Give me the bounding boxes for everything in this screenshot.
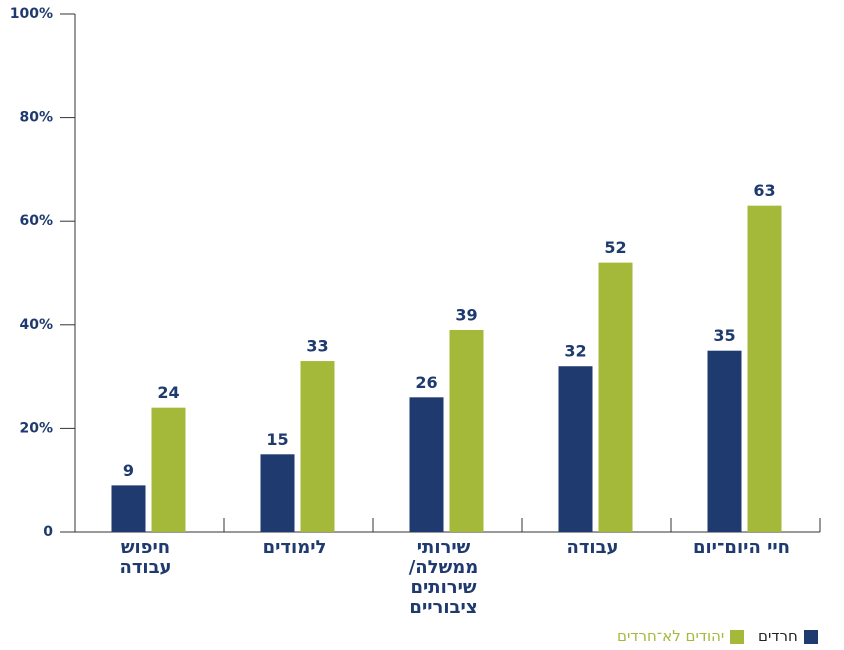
value-label: 52: [604, 238, 626, 257]
legend-swatch: [730, 630, 744, 644]
value-label: 32: [564, 342, 586, 361]
value-label: 33: [306, 337, 328, 356]
bar: [598, 262, 633, 532]
y-tick-label: 100%: [10, 6, 53, 22]
y-tick-label: 80%: [19, 110, 53, 126]
bar: [260, 454, 295, 532]
x-tick-label: חיי היום־יום: [692, 537, 791, 558]
value-label: 39: [455, 305, 477, 324]
y-tick-label: 60%: [19, 213, 53, 229]
x-tick-label: לימודים: [262, 537, 327, 558]
bar: [111, 485, 146, 532]
x-tick-label: שירותי ממשלה/ שירותים ציבוריים: [408, 537, 479, 618]
value-label: 15: [266, 430, 288, 449]
bar: [558, 366, 593, 532]
bar: [449, 329, 484, 532]
y-tick-label: 40%: [19, 317, 53, 333]
legend-label: יהודים לא־חרדים: [617, 627, 725, 645]
x-tick-label: חיפוש עבודה: [119, 537, 172, 578]
value-label: 9: [123, 461, 134, 480]
bar: [747, 205, 782, 532]
value-label: 24: [157, 383, 179, 402]
bar: [300, 361, 335, 532]
bar: [409, 397, 444, 532]
y-tick-label: 0: [43, 524, 53, 540]
y-tick-label: 20%: [19, 420, 53, 436]
legend-swatch: [804, 630, 818, 644]
bar: [707, 350, 742, 532]
value-label: 26: [415, 373, 437, 392]
value-label: 35: [713, 326, 735, 345]
value-label: 63: [753, 181, 775, 200]
legend-label: חרדים: [758, 627, 798, 645]
bar: [151, 407, 186, 532]
x-tick-label: עבודה: [566, 537, 619, 558]
